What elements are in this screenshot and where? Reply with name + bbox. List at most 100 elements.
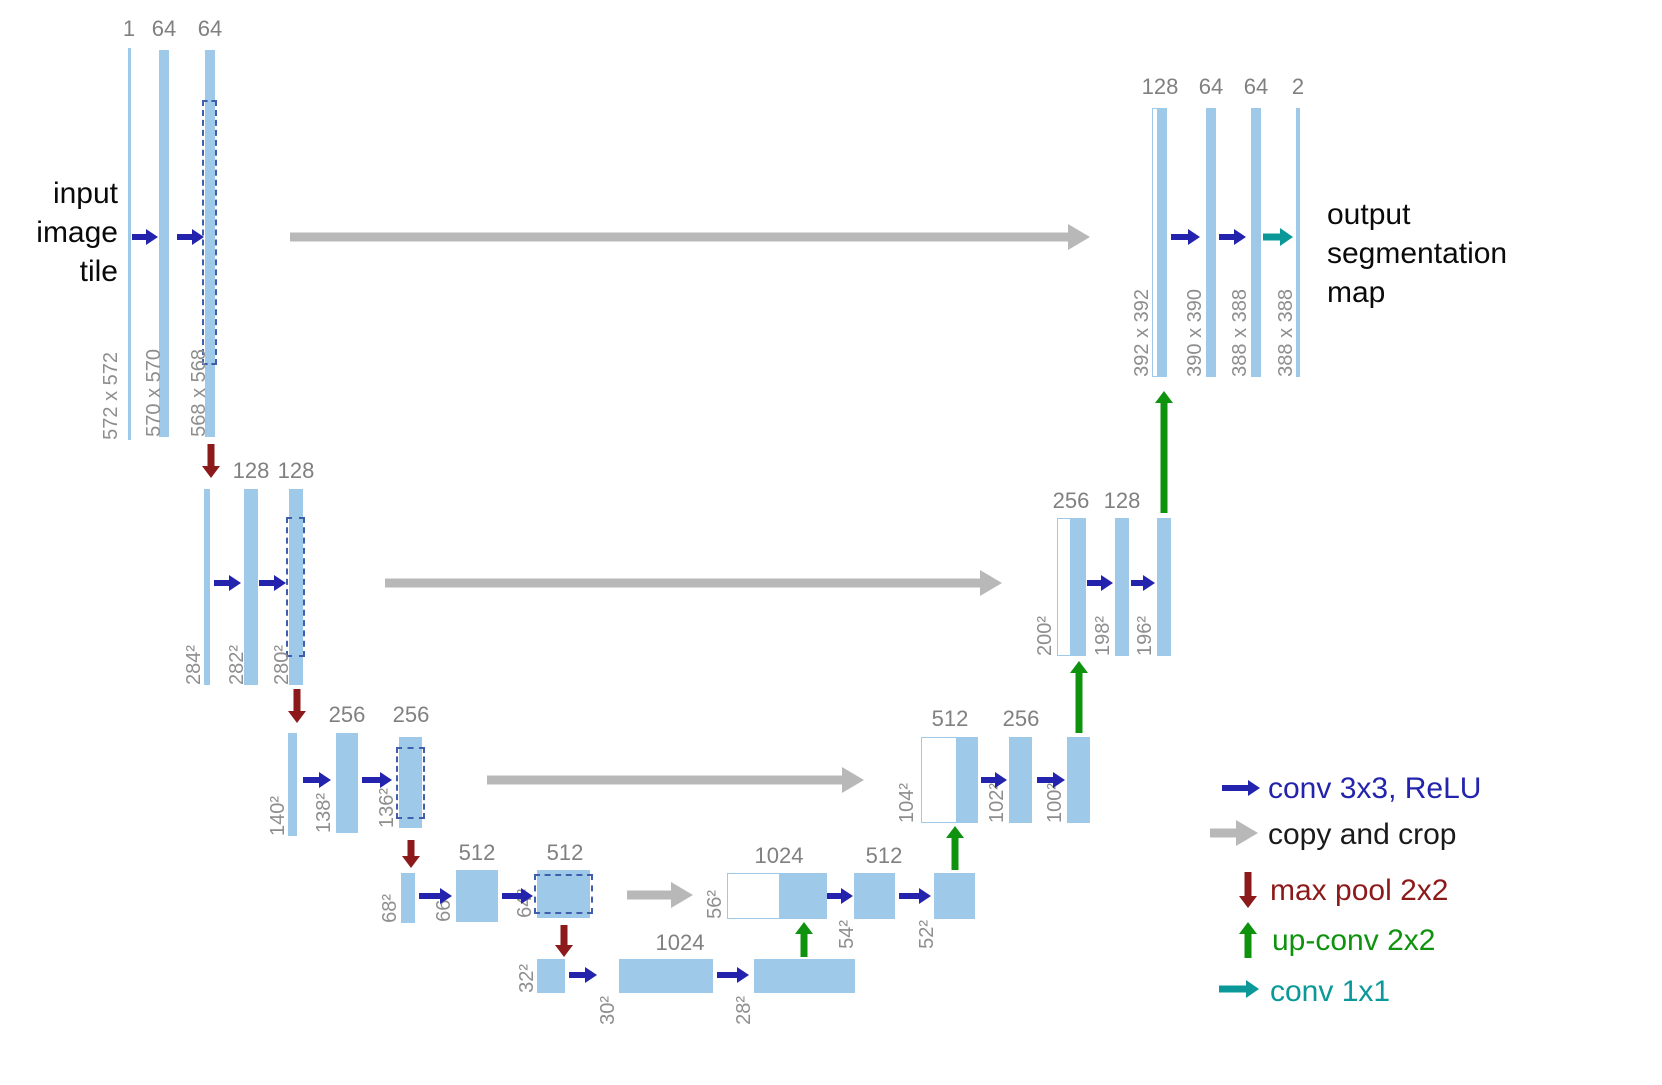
map-size-label: 388 x 388: [1275, 289, 1297, 377]
map-size-label: 388 x 388: [1229, 289, 1251, 377]
max-pool-arrow-icon: [288, 689, 306, 723]
map-size-label: 280²: [271, 644, 293, 685]
conv-arrow-icon: [214, 575, 241, 591]
feature-map-bar: [128, 48, 131, 440]
conv-arrow-icon: [569, 967, 597, 983]
feature-map-bar: [934, 873, 975, 919]
channel-count-label: 1024: [754, 843, 804, 868]
feature-map-bar: [1157, 518, 1171, 656]
channel-count-label: 256: [1052, 488, 1090, 513]
map-size-label: 68²: [379, 894, 401, 923]
feature-map-bar: [205, 50, 215, 437]
channel-count-label: 1: [122, 16, 136, 41]
copy-crop-arrow-icon: [487, 767, 864, 793]
feature-map-bar: [854, 873, 895, 919]
copy-crop-arrow-icon: [1210, 820, 1258, 846]
map-size-label: 284²: [183, 644, 205, 685]
conv-arrow-icon: [717, 967, 749, 983]
map-size-label: 56²: [704, 890, 726, 919]
conv-arrow-icon: [362, 772, 392, 788]
channel-count-label: 64: [1198, 74, 1224, 99]
channel-count-label: 512: [458, 840, 496, 865]
map-size-label: 30²: [597, 996, 619, 1025]
feature-map-bar: [204, 489, 210, 685]
up-conv-arrow-icon: [1239, 922, 1257, 958]
feature-map-bar: [537, 870, 590, 918]
feature-map-bar: [1067, 737, 1090, 823]
feature-map-bar: [159, 50, 169, 437]
map-size-label: 568 x 568: [188, 349, 210, 437]
input-image-tile-label: input image tile: [36, 177, 118, 288]
feature-map-bar: [1158, 108, 1167, 377]
copied-feature-bar: [921, 737, 957, 823]
channel-count-label: 512: [931, 706, 969, 731]
feature-map-bar: [336, 733, 358, 833]
copy-crop-arrow-icon: [627, 882, 693, 908]
copy-crop-arrow-icon: [385, 570, 1002, 596]
copied-feature-bar: [727, 873, 780, 919]
copy-crop-arrow-icon: [290, 224, 1090, 250]
up-conv-arrow-icon: [795, 922, 813, 957]
conv-arrow-icon: [1171, 229, 1200, 245]
legend-item-conv3x3: conv 3x3, ReLU: [1268, 772, 1482, 805]
map-size-label: 104²: [896, 782, 918, 823]
channel-count-label: 128: [232, 458, 270, 483]
max-pool-arrow-icon: [1239, 872, 1257, 908]
map-size-label: 32²: [516, 964, 538, 993]
map-size-label: 198²: [1092, 615, 1114, 656]
channel-count-label: 512: [865, 843, 903, 868]
max-pool-arrow-icon: [555, 925, 573, 957]
feature-map-bar: [456, 870, 498, 922]
conv-arrow-icon: [1087, 575, 1113, 591]
conv-arrow-icon: [502, 888, 533, 904]
channel-count-label: 2: [1291, 74, 1305, 99]
conv-1x1-arrow-icon: [1219, 980, 1259, 998]
feature-map-bar: [1009, 737, 1032, 823]
channel-count-label: 256: [1002, 706, 1040, 731]
crop-region-outline: [286, 517, 305, 657]
up-conv-arrow-icon: [946, 826, 964, 870]
legend-item-up-conv: up-conv 2x2: [1272, 924, 1436, 957]
map-size-label: 200²: [1034, 615, 1056, 656]
map-size-label: 102²: [986, 782, 1008, 823]
map-size-label: 570 x 570: [143, 349, 165, 437]
channel-count-label: 64: [151, 16, 177, 41]
map-size-label: 392 x 392: [1131, 289, 1153, 377]
conv-arrow-icon: [259, 575, 286, 591]
map-size-label: 52²: [916, 920, 938, 949]
channel-count-label: 128: [1141, 74, 1179, 99]
feature-map-bar: [537, 959, 565, 993]
legend-item-copy-crop: copy and crop: [1268, 818, 1457, 851]
copied-feature-bar: [1152, 108, 1158, 377]
channel-count-label: 128: [277, 458, 315, 483]
map-size-label: 282²: [226, 644, 248, 685]
map-size-label: 196²: [1134, 615, 1156, 656]
feature-map-bar: [288, 733, 297, 836]
channel-count-label: 256: [328, 702, 366, 727]
map-size-label: 100²: [1044, 782, 1066, 823]
channel-count-label: 512: [546, 840, 584, 865]
conv-arrow-icon: [1222, 780, 1260, 796]
legend-item-max-pool: max pool 2x2: [1270, 874, 1449, 907]
output-segmentation-map-label: output segmentation map: [1327, 198, 1508, 309]
crop-region-outline: [534, 874, 593, 914]
conv-arrow-icon: [1131, 575, 1155, 591]
feature-map-bar: [1251, 108, 1261, 377]
channel-count-label: 256: [392, 702, 430, 727]
feature-map-bar: [1115, 518, 1129, 656]
feature-map-bar: [1296, 108, 1300, 377]
conv-arrow-icon: [827, 888, 853, 904]
conv-arrow-icon: [1219, 229, 1246, 245]
legend-item-conv1x1: conv 1x1: [1270, 975, 1391, 1008]
conv-arrow-icon: [132, 229, 158, 245]
feature-map-bar: [244, 489, 258, 685]
feature-map-bar: [399, 737, 422, 828]
conv-arrow-icon: [981, 772, 1007, 788]
map-size-label: 28²: [733, 996, 755, 1025]
max-pool-arrow-icon: [402, 840, 420, 868]
channel-count-label: 128: [1103, 488, 1141, 513]
channel-count-label: 64: [1243, 74, 1269, 99]
conv-arrow-icon: [303, 772, 331, 788]
feature-map-bar: [401, 873, 415, 923]
